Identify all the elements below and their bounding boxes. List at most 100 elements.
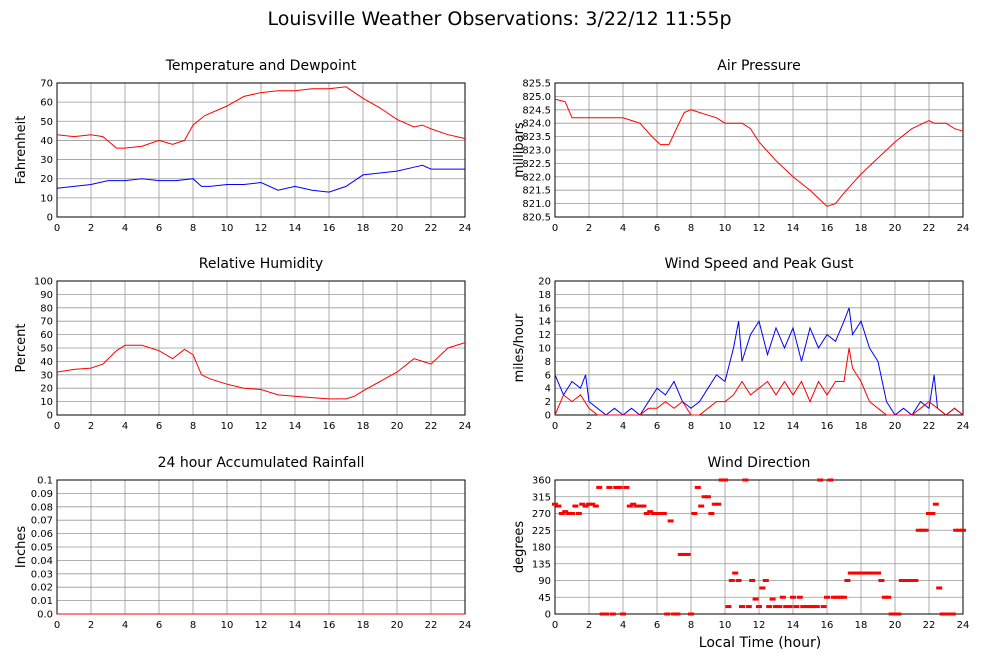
direction-point (881, 595, 888, 599)
y-tick-label: 0.1 (37, 476, 53, 487)
y-tick-label: 824.0 (522, 119, 551, 130)
direction-point (623, 485, 630, 489)
direction-point (932, 502, 939, 506)
direction-point (807, 605, 813, 609)
y-tick-label: 4 (545, 384, 551, 395)
direction-point (592, 504, 599, 508)
chart-title: Temperature and Dewpoint (165, 58, 357, 74)
direction-point (582, 504, 589, 508)
y-tick-label: 60 (40, 330, 53, 341)
y-tick-label: 135 (532, 559, 551, 570)
x-tick-label: 4 (122, 620, 128, 631)
direction-point (868, 571, 875, 575)
direction-point (718, 478, 725, 482)
direction-point (715, 502, 722, 506)
chart-wind: Wind Speed and Peak Gust0246810121416182… (512, 256, 969, 432)
chart-title: Wind Direction (708, 455, 811, 471)
direction-point (640, 504, 647, 508)
x-tick-label: 2 (88, 421, 94, 432)
direction-point (912, 579, 919, 582)
direction-point (895, 612, 902, 616)
x-tick-label: 18 (855, 620, 868, 631)
series-line-red (554, 98, 964, 207)
direction-point (606, 485, 613, 489)
x-tick-label: 22 (923, 421, 936, 432)
direction-point (633, 504, 640, 508)
y-tick-label: 0 (47, 411, 53, 422)
y-tick-label: 0 (545, 610, 551, 621)
direction-point (745, 605, 752, 609)
x-tick-label: 16 (323, 620, 336, 631)
direction-point (786, 605, 793, 609)
x-tick-label: 0 (54, 620, 60, 631)
direction-point (871, 571, 878, 575)
direction-point (677, 552, 684, 556)
plot-frame (554, 479, 964, 615)
direction-point (817, 478, 824, 482)
y-tick-label: 0.09 (31, 489, 53, 500)
y-tick-label: 0.08 (31, 502, 53, 513)
y-tick-label: 0.0 (37, 610, 53, 621)
direction-point (609, 612, 616, 616)
direction-point (694, 485, 701, 489)
direction-point (742, 478, 749, 482)
y-tick-label: 12 (538, 330, 551, 341)
x-tick-label: 6 (654, 223, 660, 234)
direction-point (841, 595, 847, 599)
x-tick-label: 0 (552, 421, 558, 432)
direction-point (691, 512, 698, 515)
y-tick-label: 824.5 (522, 105, 551, 116)
direction-point (671, 612, 677, 616)
chart-title: Relative Humidity (199, 256, 323, 272)
direction-point (905, 579, 912, 582)
x-tick-label: 4 (122, 421, 128, 432)
y-tick-label: 10 (40, 397, 53, 408)
x-tick-label: 16 (323, 223, 336, 234)
y-tick-label: 30 (40, 370, 53, 381)
direction-point (711, 502, 718, 506)
x-tick-label: 12 (255, 223, 268, 234)
y-tick-label: 0 (47, 213, 53, 224)
direction-point (728, 579, 735, 582)
x-tick-label: 24 (459, 620, 472, 631)
y-tick-label: 40 (40, 357, 53, 368)
series-line-blue (554, 307, 964, 416)
y-tick-label: 70 (40, 79, 53, 90)
chart-rain: 24 hour Accumulated Rainfall 0.0 0.01 0.02 0… (14, 455, 471, 631)
direction-point (834, 595, 841, 599)
direction-point (681, 552, 688, 556)
x-tick-label: 10 (221, 223, 234, 234)
direction-point (752, 597, 759, 601)
direction-point (667, 519, 674, 523)
direction-point (558, 512, 565, 515)
plot-frame (554, 82, 964, 218)
x-tick-label: 2 (586, 223, 592, 234)
plot-frame (554, 280, 964, 416)
x-tick-label: 6 (654, 421, 660, 432)
direction-point (637, 504, 643, 508)
x-tick-label: 20 (391, 620, 404, 631)
y-tick-label: 0.06 (31, 529, 53, 540)
direction-point (654, 512, 660, 515)
direction-point (626, 504, 633, 508)
direction-point (569, 512, 575, 515)
y-tick-label: 10 (538, 344, 551, 355)
x-tick-label: 0 (552, 620, 558, 631)
x-tick-label: 0 (54, 421, 60, 432)
y-axis-label: millibars (512, 122, 527, 178)
x-tick-label: 12 (753, 223, 766, 234)
x-tick-label: 12 (255, 421, 268, 432)
x-tick-label: 24 (957, 223, 970, 234)
x-tick-label: 4 (620, 421, 626, 432)
x-tick-label: 18 (357, 620, 370, 631)
direction-point (766, 605, 773, 609)
x-tick-label: 12 (255, 620, 268, 631)
y-tick-label: 20 (538, 277, 551, 288)
x-tick-label: 10 (719, 223, 732, 234)
x-tick-label: 24 (459, 223, 472, 234)
direction-point (647, 510, 654, 514)
y-tick-label: 0.05 (31, 543, 53, 554)
x-tick-label: 20 (889, 620, 902, 631)
direction-point (796, 595, 803, 599)
y-axis-label: Inches (14, 526, 29, 568)
